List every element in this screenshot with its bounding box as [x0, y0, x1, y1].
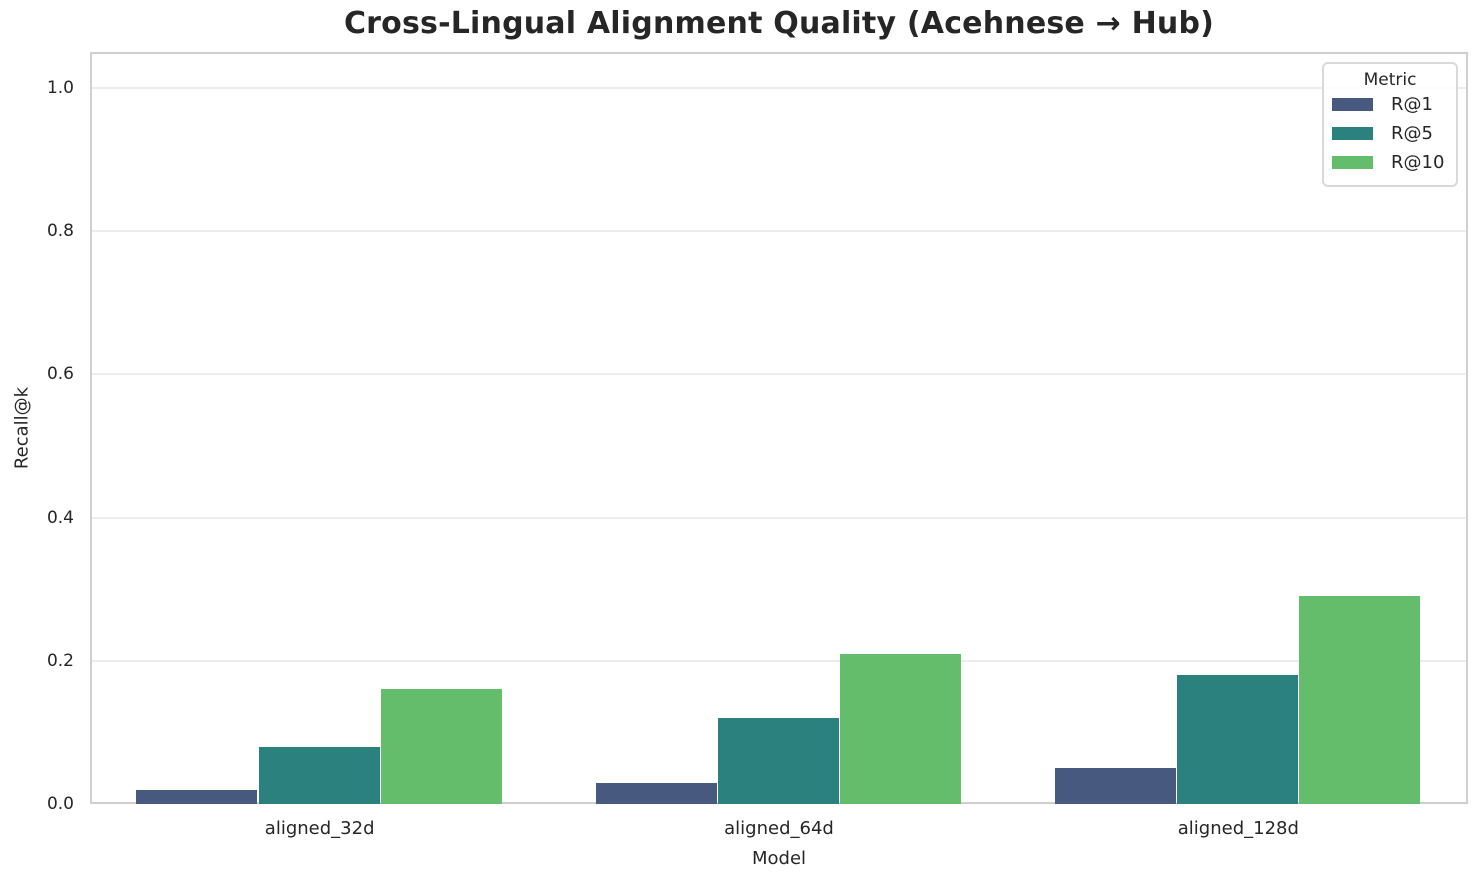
legend-swatch-icon: [1332, 98, 1373, 111]
y-tick-label: 1.0: [46, 77, 74, 98]
gridline: [92, 659, 1466, 662]
bar-aligned_128d-R@1: [1054, 768, 1176, 804]
gridline: [92, 86, 1466, 89]
y-tick-label: 0.6: [46, 364, 74, 385]
y-axis-label: Recall@k: [11, 386, 33, 470]
legend-swatch-icon: [1332, 156, 1373, 169]
legend-label: R@5: [1391, 123, 1433, 144]
x-tick-label: aligned_64d: [724, 818, 834, 839]
y-tick-label: 0.2: [46, 650, 74, 671]
y-tick-label: 0.8: [46, 221, 74, 242]
legend-item-R@5: R@5: [1324, 119, 1456, 148]
x-axis-label: Model: [751, 848, 807, 869]
legend-swatch-icon: [1332, 127, 1373, 140]
legend-label: R@10: [1391, 152, 1445, 173]
bar-aligned_64d-R@10: [840, 653, 962, 804]
bar-aligned_64d-R@1: [595, 782, 717, 804]
bar-aligned_32d-R@5: [258, 746, 380, 804]
bar-aligned_64d-R@5: [717, 718, 839, 804]
bar-aligned_32d-R@10: [380, 689, 502, 804]
legend: Metric R@1 R@5 R@10: [1322, 62, 1458, 187]
gridline: [92, 516, 1466, 519]
y-tick-label: 0.4: [46, 507, 74, 528]
legend-items: R@1 R@5 R@10: [1324, 90, 1456, 177]
legend-item-R@1: R@1: [1324, 90, 1456, 119]
chart-title: Cross-Lingual Alignment Quality (Acehnes…: [343, 6, 1215, 41]
legend-title: Metric: [1363, 70, 1417, 90]
gridline: [92, 373, 1466, 376]
legend-item-R@10: R@10: [1324, 148, 1456, 177]
bar-aligned_32d-R@1: [136, 789, 258, 804]
y-tick-label: 0.0: [46, 794, 74, 814]
x-tick-label: aligned_32d: [264, 818, 375, 839]
bar-aligned_128d-R@10: [1299, 596, 1421, 804]
x-tick-label: aligned_128d: [1177, 818, 1299, 839]
gridline: [92, 230, 1466, 233]
legend-label: R@1: [1391, 94, 1433, 115]
bar-aligned_128d-R@5: [1177, 675, 1299, 804]
